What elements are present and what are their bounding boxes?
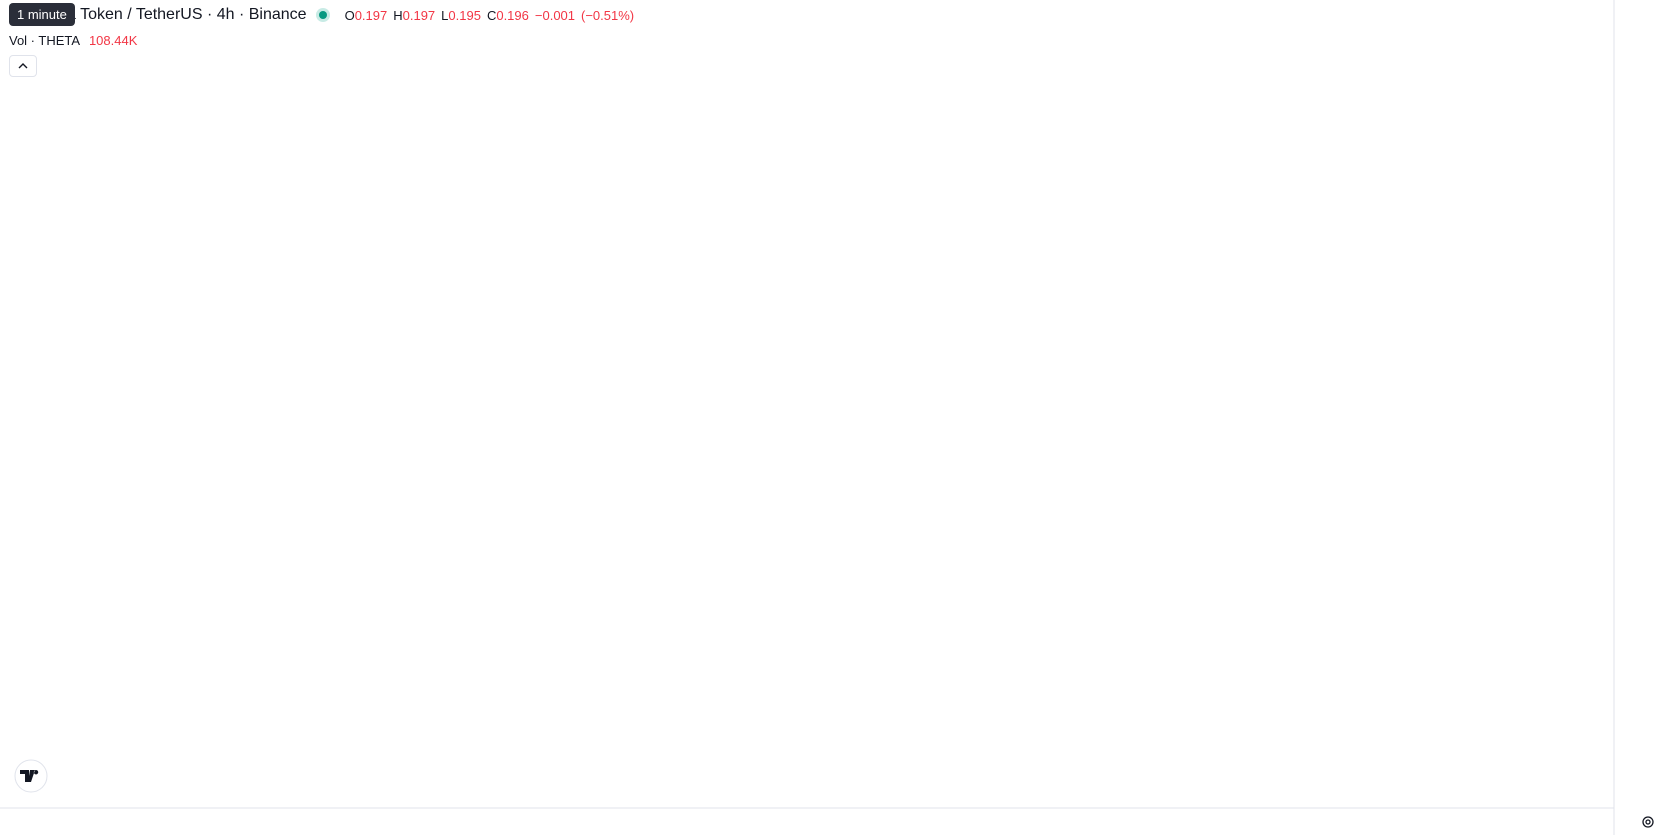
change-percent: (−0.51%) [581,7,635,23]
tooltip: 1 minute [9,3,75,26]
change: −0.001 [534,7,576,23]
ohlc-key: O [344,7,355,23]
ohlc-key: C [486,7,497,23]
ohlc-key: L [441,7,449,23]
ohlc-value: 0.197 [402,7,436,23]
tradingview-logo[interactable] [14,759,48,793]
chevron-icon [18,63,28,69]
ohlc-value: 0.196 [496,7,529,23]
settings-icon[interactable] [1642,816,1654,828]
collapse-button[interactable] [9,55,37,77]
ohlc-value: 0.195 [448,7,481,23]
volume-value: 108.44K [88,33,138,48]
symbol-title[interactable]: Theta Token / TetherUS · 4h · Binance [35,6,307,23]
volume-name: Vol · THETA [9,33,80,48]
price-axis [1614,0,1678,835]
volume-row: Vol · THETA 108.44K [9,33,137,48]
symbol-row: Theta Token / TetherUS · 4h · Binance O0… [35,6,634,24]
status-dot [318,11,327,19]
ohlc-key: H [393,7,403,23]
ohlc-value: 0.197 [354,7,388,23]
ohlc-values: O0.197 H0.197 L0.195 C0.196 [339,8,529,23]
